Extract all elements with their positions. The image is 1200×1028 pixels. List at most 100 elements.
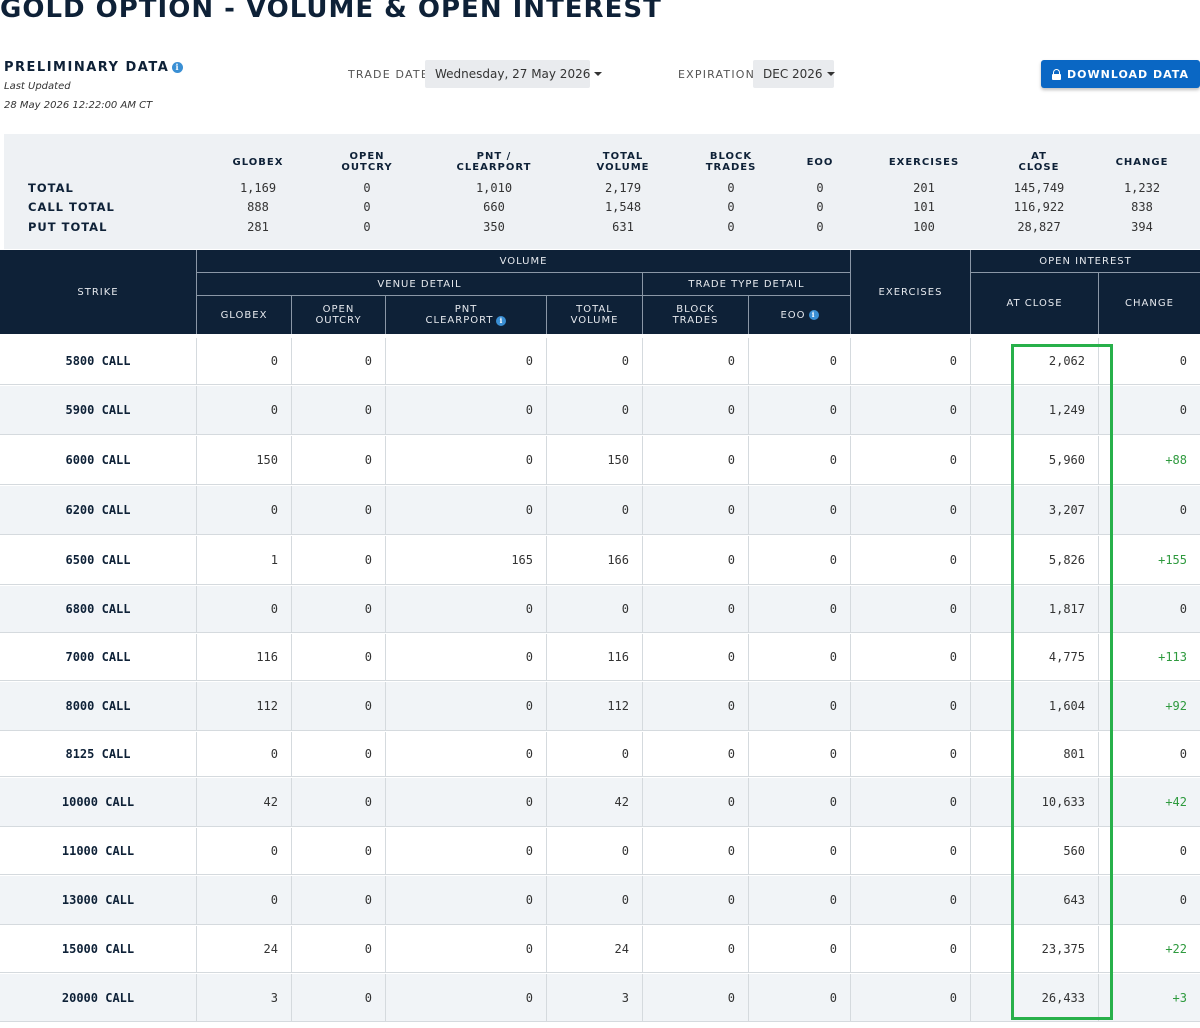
summary-header-at-close: AT CLOSE [1018,151,1060,173]
summary-value-total-volume: 1,548 [604,200,642,214]
summary-value-open-outcry: 0 [363,181,371,195]
cell-pnt: 0 [385,436,546,484]
header-eoo[interactable]: EOO i [748,296,850,334]
trade-date-select[interactable]: Wednesday, 27 May 2026 [425,60,603,88]
header-change[interactable]: CHANGE [1098,273,1200,334]
table-row: 8000 CALL 112 0 0 112 0 0 0 1,604 +92 [0,682,1200,731]
cell-eoo: 0 [748,386,850,434]
cell-pnt: 0 [385,732,546,776]
cell-globex: 116 [196,634,291,680]
cell-block: 0 [642,436,748,484]
table-header: STRIKE VOLUME VENUE DETAIL TRADE TYPE DE… [0,250,1200,334]
cell-exercises: 0 [850,778,970,826]
cell-globex: 0 [196,876,291,924]
info-icon[interactable]: i [808,310,819,320]
cell-globex: 112 [196,682,291,730]
cell-open-outcry: 0 [291,732,385,776]
cell-change: 0 [1098,828,1200,874]
cell-strike: 8000 CALL [65,699,131,713]
expiration-value: DEC 2026 [763,67,823,81]
cell-eoo: 0 [748,926,850,972]
cell-strike: 6500 CALL [65,553,131,567]
cell-change: +92 [1098,682,1200,730]
summary-value-at-close: 116,922 [1013,200,1065,214]
download-label: DOWNLOAD DATA [1067,67,1189,81]
cell-pnt: 0 [385,778,546,826]
header-globex[interactable]: GLOBEX [196,296,291,334]
summary-row-label: CALL TOTAL [28,200,115,214]
cell-at-close: 1,249 [970,386,1098,434]
cell-block: 0 [642,536,748,584]
cell-open-outcry: 0 [291,828,385,874]
cell-pnt: 165 [385,536,546,584]
download-data-button[interactable]: DOWNLOAD DATA [1041,60,1200,88]
table-row: 11000 CALL 0 0 0 0 0 0 0 560 0 [0,828,1200,875]
cell-change: 0 [1098,486,1200,534]
summary-header-change: CHANGE [1115,157,1169,168]
cell-strike: 5800 CALL [65,354,131,368]
summary-value-block-trades: 0 [727,220,735,234]
cell-open-outcry: 0 [291,926,385,972]
summary-value-change: 1,232 [1123,181,1161,195]
cell-globex: 24 [196,926,291,972]
summary-value-open-outcry: 0 [363,200,371,214]
cell-at-close: 5,960 [970,436,1098,484]
table-row: 6500 CALL 1 0 165 166 0 0 0 5,826 +155 [0,536,1200,585]
cell-at-close: 560 [970,828,1098,874]
cell-block: 0 [642,386,748,434]
header-exercises[interactable]: EXERCISES [850,250,970,334]
cell-at-close: 26,433 [970,974,1098,1021]
summary-value-block-trades: 0 [727,181,735,195]
summary-header-exercises: EXERCISES [888,157,960,168]
cell-eoo: 0 [748,876,850,924]
cell-pnt: 0 [385,876,546,924]
summary-header-globex: GLOBEX [232,157,284,168]
cell-strike: 13000 CALL [61,893,135,907]
header-strike[interactable]: STRIKE [77,286,119,298]
cell-open-outcry: 0 [291,682,385,730]
cell-strike: 20000 CALL [61,990,135,1005]
cell-exercises: 0 [850,682,970,730]
cell-open-outcry: 0 [291,338,385,384]
cell-open-outcry: 0 [291,486,385,534]
header-at-close[interactable]: AT CLOSE [970,273,1098,334]
summary-header-block-trades: BLOCK TRADES [705,151,757,173]
cell-exercises: 0 [850,386,970,434]
chevron-down-icon [826,72,835,76]
expiration-select[interactable]: DEC 2026 [753,60,835,88]
cell-change: +3 [1098,974,1200,1021]
cell-at-close: 1,604 [970,682,1098,730]
table-row: 7000 CALL 116 0 0 116 0 0 0 4,775 +113 [0,634,1200,681]
cell-globex: 150 [196,436,291,484]
cell-globex: 0 [196,586,291,632]
last-updated-label: Last Updated [4,81,71,92]
table-row: 20000 CALL 3 0 0 3 0 0 0 26,433 +3 [0,974,1200,1022]
cell-strike: 7000 CALL [65,650,131,664]
table-row: 6000 CALL 150 0 0 150 0 0 0 5,960 +88 [0,436,1200,485]
summary-value-globex: 1,169 [239,181,277,195]
cell-pnt: 0 [385,828,546,874]
summary-value-eoo: 0 [816,181,824,195]
info-icon[interactable]: i [172,62,184,73]
cell-open-outcry: 0 [291,974,385,1021]
cell-globex: 0 [196,828,291,874]
cell-block: 0 [642,682,748,730]
cell-total: 166 [546,536,642,584]
cell-total: 0 [546,486,642,534]
cell-open-outcry: 0 [291,778,385,826]
summary-value-exercises: 100 [913,220,935,234]
summary-value-open-outcry: 0 [363,220,371,234]
cell-eoo: 0 [748,682,850,730]
chevron-down-icon [594,72,603,76]
header-block-trades[interactable]: BLOCK TRADES [642,296,748,334]
header-open-outcry[interactable]: OPEN OUTCRY [291,296,385,334]
cell-change: +22 [1098,926,1200,972]
info-icon[interactable]: i [496,315,507,326]
summary-header-total-volume: TOTAL VOLUME [596,151,650,173]
cell-open-outcry: 0 [291,876,385,924]
cell-change: 0 [1098,732,1200,776]
header-pnt-clearport[interactable]: PNT CLEARPORT i [385,296,546,334]
cell-pnt: 0 [385,926,546,972]
header-total-volume[interactable]: TOTAL VOLUME [546,296,642,334]
cell-at-close: 4,775 [970,634,1098,680]
